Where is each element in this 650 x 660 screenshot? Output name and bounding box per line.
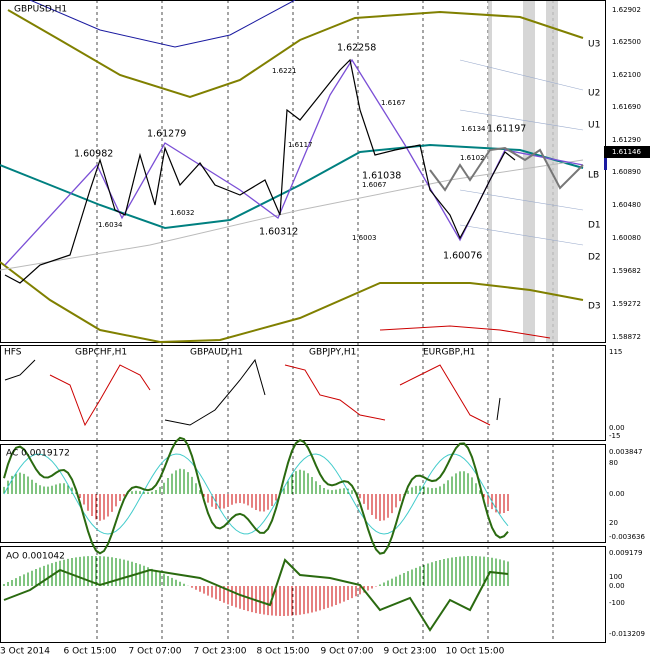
axis-tick: -0.003636	[609, 533, 645, 541]
price-tick: 1.59682	[612, 267, 641, 275]
time-label: 7 Oct 23:00	[194, 647, 247, 657]
symbol-label: GBPUSD,H1	[14, 5, 67, 15]
price-tick: 1.60080	[612, 234, 641, 242]
level-label: D2	[588, 253, 601, 263]
level-label: U1	[588, 121, 600, 131]
day-separators	[96, 0, 554, 642]
axis-tick: 115	[609, 348, 622, 356]
time-label: 10 Oct 15:00	[446, 647, 505, 657]
swing-label: 1.62258	[337, 43, 376, 54]
time-label: 3 Oct 2014	[0, 647, 50, 657]
symbol-title: GBPJPY,H1	[309, 348, 356, 358]
axis-tick: -15	[609, 432, 620, 440]
symbol-title: GBPCHF,H1	[75, 348, 127, 358]
price-tick: 1.60480	[612, 201, 641, 209]
level-label: D1	[588, 221, 601, 231]
time-label: 9 Oct 23:00	[384, 647, 437, 657]
symbol-title: GBPAUD,H1	[190, 348, 243, 358]
axis-tick: -100	[609, 599, 625, 607]
price-tick: 1.58872	[612, 333, 641, 341]
axis-tick: 0.003847	[609, 448, 642, 456]
level-label: D3	[588, 302, 601, 312]
time-label: 6 Oct 15:00	[64, 647, 117, 657]
panel-title: AC 0.0019172	[6, 449, 70, 459]
axis-tick: 100	[609, 573, 622, 581]
axis-tick: 0.00	[609, 582, 625, 590]
price-tick: 1.61690	[612, 103, 641, 111]
level-value: 1.6034	[98, 221, 123, 229]
ac-line	[3, 436, 509, 555]
axis-tick: 20	[609, 519, 618, 527]
price-tick: 1.62902	[612, 6, 641, 14]
ao-line	[3, 558, 509, 632]
swing-label: 1.60982	[74, 149, 113, 160]
current-price: 1.61146	[612, 148, 641, 156]
level-value: 1.6221	[272, 67, 297, 75]
swing-label: 1.61279	[147, 129, 186, 140]
time-label: 9 Oct 07:00	[321, 647, 374, 657]
swing-label: 1.61197	[487, 124, 526, 135]
price-bar	[604, 158, 607, 170]
level-label: U3	[588, 40, 600, 50]
level-value: 1.6032	[170, 209, 195, 217]
time-label: 8 Oct 15:00	[257, 647, 310, 657]
time-label: 7 Oct 07:00	[129, 647, 182, 657]
level-value: 1.6134	[461, 125, 486, 133]
symbol-title: EURGBP,H1	[423, 348, 475, 358]
axis-tick: 0.009179	[609, 549, 642, 557]
hfs-lines	[4, 358, 501, 427]
price-marker	[604, 146, 650, 158]
swing-label: 1.60312	[259, 227, 298, 238]
swing-label: 1.60076	[443, 251, 482, 262]
level-label: U2	[588, 89, 600, 99]
panel-title: HFS	[4, 348, 22, 358]
level-value: 1.6067	[362, 181, 387, 189]
level-value: 1.6117	[288, 141, 313, 149]
oscillators	[3, 436, 509, 632]
price-tick: 1.62500	[612, 38, 641, 46]
main-indicators	[0, 0, 584, 344]
axis-tick: 80	[609, 459, 618, 467]
level-value: 1.6003	[352, 234, 377, 242]
price-tick: 1.62100	[612, 71, 641, 79]
level-value: 1.6167	[381, 99, 406, 107]
price-tick: 1.61290	[612, 136, 641, 144]
axis-tick: -0.013209	[609, 630, 645, 638]
level-value: 1.6102	[460, 154, 485, 162]
price-tick: 1.60890	[612, 168, 641, 176]
panel-title: AO 0.001042	[6, 552, 65, 562]
axis-tick: 0.00	[609, 490, 625, 498]
swing-label: 1.61038	[362, 171, 401, 182]
axis-tick: 0.00	[609, 424, 625, 432]
price-tick: 1.59272	[612, 300, 641, 308]
level-label: LB	[588, 171, 599, 181]
